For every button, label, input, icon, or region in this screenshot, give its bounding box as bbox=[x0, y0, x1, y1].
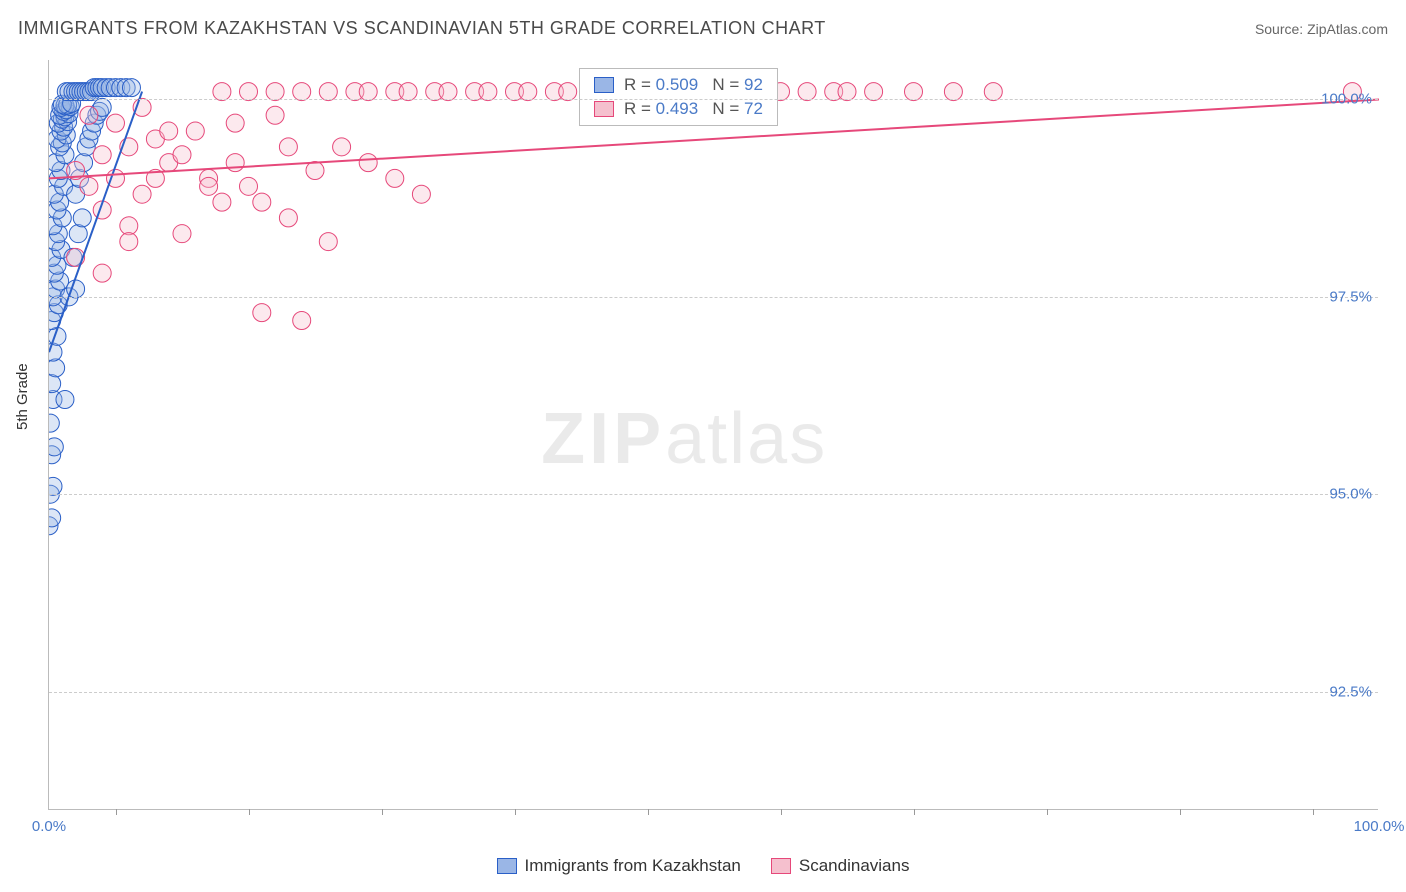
data-point bbox=[984, 83, 1002, 101]
series-legend: Immigrants from Kazakhstan Scandinavians bbox=[0, 856, 1406, 876]
y-tick-label: 92.5% bbox=[1329, 683, 1372, 700]
correlation-legend-row: R = 0.509 N = 92 bbox=[594, 75, 763, 95]
series-legend-label: Scandinavians bbox=[799, 856, 910, 876]
x-minor-tick bbox=[1047, 809, 1048, 815]
data-point bbox=[93, 264, 111, 282]
data-point bbox=[253, 193, 271, 211]
data-point bbox=[386, 169, 404, 187]
data-point bbox=[279, 209, 297, 227]
data-point bbox=[306, 162, 324, 180]
data-point bbox=[865, 83, 883, 101]
data-point bbox=[319, 83, 337, 101]
data-point bbox=[905, 83, 923, 101]
data-point bbox=[359, 154, 377, 172]
data-point bbox=[213, 83, 231, 101]
data-point bbox=[49, 438, 63, 456]
data-point bbox=[293, 83, 311, 101]
legend-swatch bbox=[594, 77, 614, 93]
chart-svg-layer bbox=[49, 60, 1379, 810]
data-point bbox=[49, 359, 65, 377]
data-point bbox=[186, 122, 204, 140]
data-point bbox=[519, 83, 537, 101]
data-point bbox=[279, 138, 297, 156]
chart-title: IMMIGRANTS FROM KAZAKHSTAN VS SCANDINAVI… bbox=[18, 18, 826, 39]
source-credit: Source: ZipAtlas.com bbox=[1255, 21, 1388, 37]
series-legend-item: Scandinavians bbox=[771, 856, 910, 876]
data-point bbox=[226, 154, 244, 172]
data-point bbox=[226, 114, 244, 132]
data-point bbox=[798, 83, 816, 101]
data-point bbox=[559, 83, 577, 101]
data-point bbox=[333, 138, 351, 156]
legend-swatch bbox=[594, 101, 614, 117]
series-legend-item: Immigrants from Kazakhstan bbox=[497, 856, 741, 876]
data-point bbox=[944, 83, 962, 101]
correlation-legend: R = 0.509 N = 92 R = 0.493 N = 72 bbox=[579, 68, 778, 126]
data-point bbox=[120, 233, 138, 251]
x-minor-tick bbox=[515, 809, 516, 815]
data-point bbox=[80, 177, 98, 195]
series-legend-label: Immigrants from Kazakhstan bbox=[525, 856, 741, 876]
legend-stats: R = 0.493 N = 72 bbox=[624, 99, 763, 119]
data-point bbox=[49, 477, 62, 495]
x-minor-tick bbox=[382, 809, 383, 815]
gridline-h bbox=[49, 494, 1378, 495]
x-minor-tick bbox=[1313, 809, 1314, 815]
data-point bbox=[399, 83, 417, 101]
data-point bbox=[107, 114, 125, 132]
x-minor-tick bbox=[914, 809, 915, 815]
data-point bbox=[49, 375, 61, 393]
x-minor-tick bbox=[781, 809, 782, 815]
gridline-h bbox=[49, 297, 1378, 298]
data-point bbox=[173, 225, 191, 243]
data-point bbox=[173, 146, 191, 164]
data-point bbox=[200, 177, 218, 195]
data-point bbox=[359, 83, 377, 101]
data-point bbox=[73, 209, 91, 227]
y-tick-label: 97.5% bbox=[1329, 288, 1372, 305]
x-tick-label: 100.0% bbox=[1354, 818, 1405, 835]
x-minor-tick bbox=[249, 809, 250, 815]
data-point bbox=[80, 106, 98, 124]
data-point bbox=[133, 185, 151, 203]
data-point bbox=[49, 509, 61, 527]
data-point bbox=[293, 312, 311, 330]
data-point bbox=[56, 390, 74, 408]
data-point bbox=[266, 83, 284, 101]
correlation-legend-row: R = 0.493 N = 72 bbox=[594, 99, 763, 119]
data-point bbox=[93, 146, 111, 164]
y-axis-label: 5th Grade bbox=[14, 363, 31, 430]
gridline-h bbox=[49, 692, 1378, 693]
data-point bbox=[838, 83, 856, 101]
data-point bbox=[412, 185, 430, 203]
data-point bbox=[240, 177, 258, 195]
x-minor-tick bbox=[116, 809, 117, 815]
gridline-h bbox=[49, 99, 1378, 100]
data-point bbox=[479, 83, 497, 101]
y-tick-label: 95.0% bbox=[1329, 486, 1372, 503]
legend-swatch bbox=[771, 858, 791, 874]
data-point bbox=[69, 225, 87, 243]
data-point bbox=[49, 414, 59, 432]
data-point bbox=[439, 83, 457, 101]
x-minor-tick bbox=[1180, 809, 1181, 815]
data-point bbox=[122, 79, 140, 97]
data-point bbox=[319, 233, 337, 251]
data-point bbox=[160, 122, 178, 140]
legend-stats: R = 0.509 N = 92 bbox=[624, 75, 763, 95]
y-tick-label: 100.0% bbox=[1321, 91, 1372, 108]
data-point bbox=[213, 193, 231, 211]
x-tick-label: 0.0% bbox=[32, 818, 66, 835]
data-point bbox=[240, 83, 258, 101]
data-point bbox=[253, 304, 271, 322]
x-minor-tick bbox=[648, 809, 649, 815]
chart-plot-area: ZIPatlas R = 0.509 N = 92R = 0.493 N = 7… bbox=[48, 60, 1378, 810]
legend-swatch bbox=[497, 858, 517, 874]
data-point bbox=[266, 106, 284, 124]
